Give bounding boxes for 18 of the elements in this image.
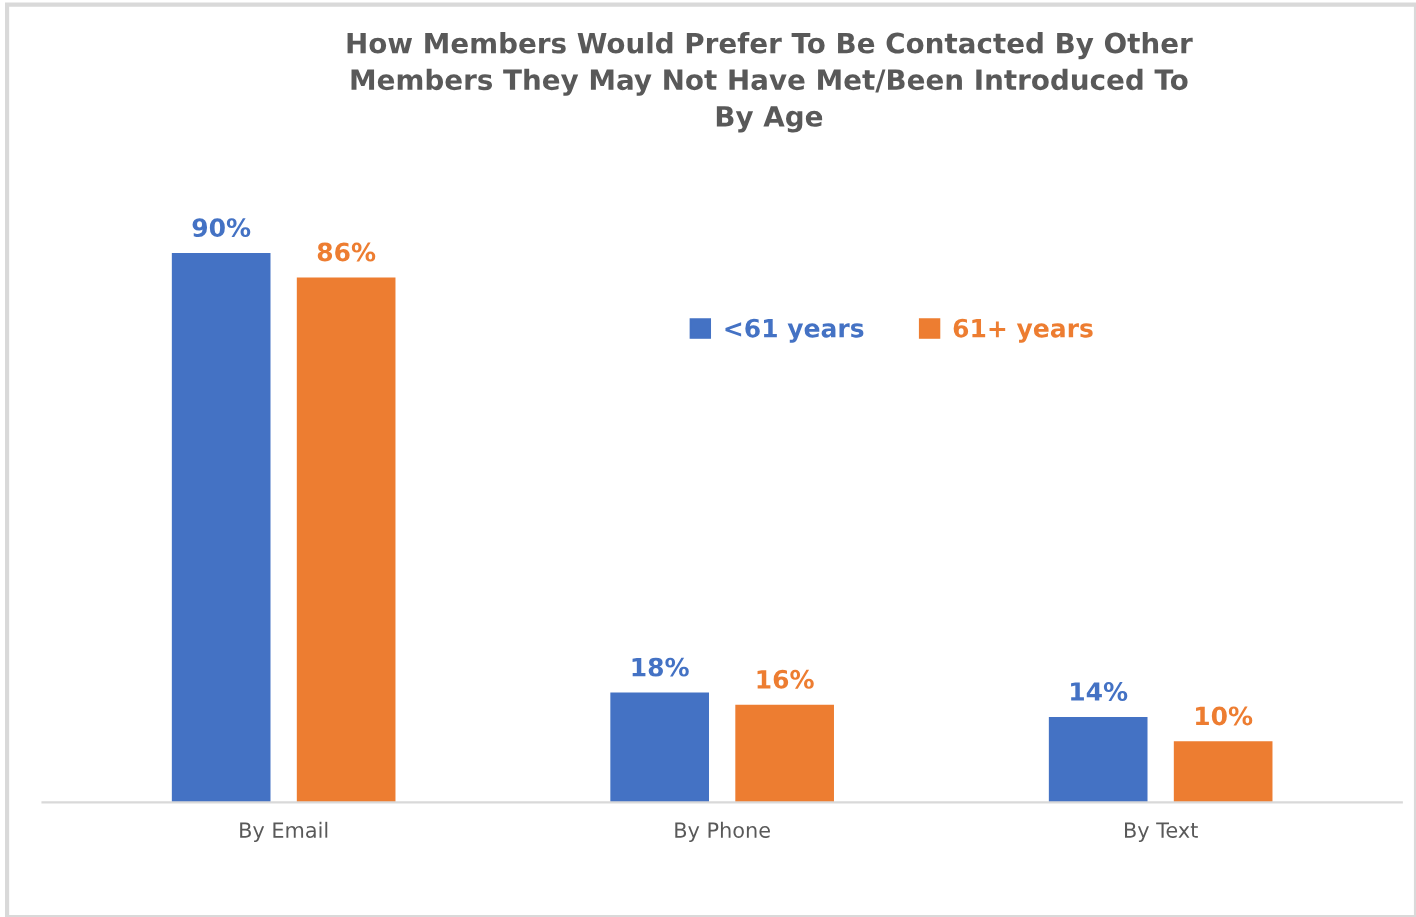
- data-label: 90%: [192, 218, 251, 238]
- bar: [296, 277, 396, 803]
- data-label: 14%: [1071, 682, 1128, 701]
- legend-label: 61+ years: [953, 318, 1093, 343]
- bar: [1173, 741, 1273, 803]
- bar: [610, 692, 709, 803]
- x-tick-label: By Phone: [675, 821, 770, 842]
- data-label: 18%: [632, 657, 689, 677]
- x-tick-label: By Text: [1125, 822, 1198, 842]
- legend-label: <61 years: [725, 318, 864, 343]
- data-label: 16%: [757, 669, 814, 689]
- bar: [735, 704, 834, 803]
- bar: [171, 253, 271, 803]
- chart-title: How Members Would Prefer To Be Contacted By Other Members They May Not Have Met/Been Introduced To By Age: [347, 32, 1193, 133]
- data-label: 86%: [317, 242, 376, 262]
- bar: [1048, 716, 1148, 803]
- x-tick-label: By Email: [240, 821, 328, 842]
- data-label: 10%: [1196, 706, 1253, 726]
